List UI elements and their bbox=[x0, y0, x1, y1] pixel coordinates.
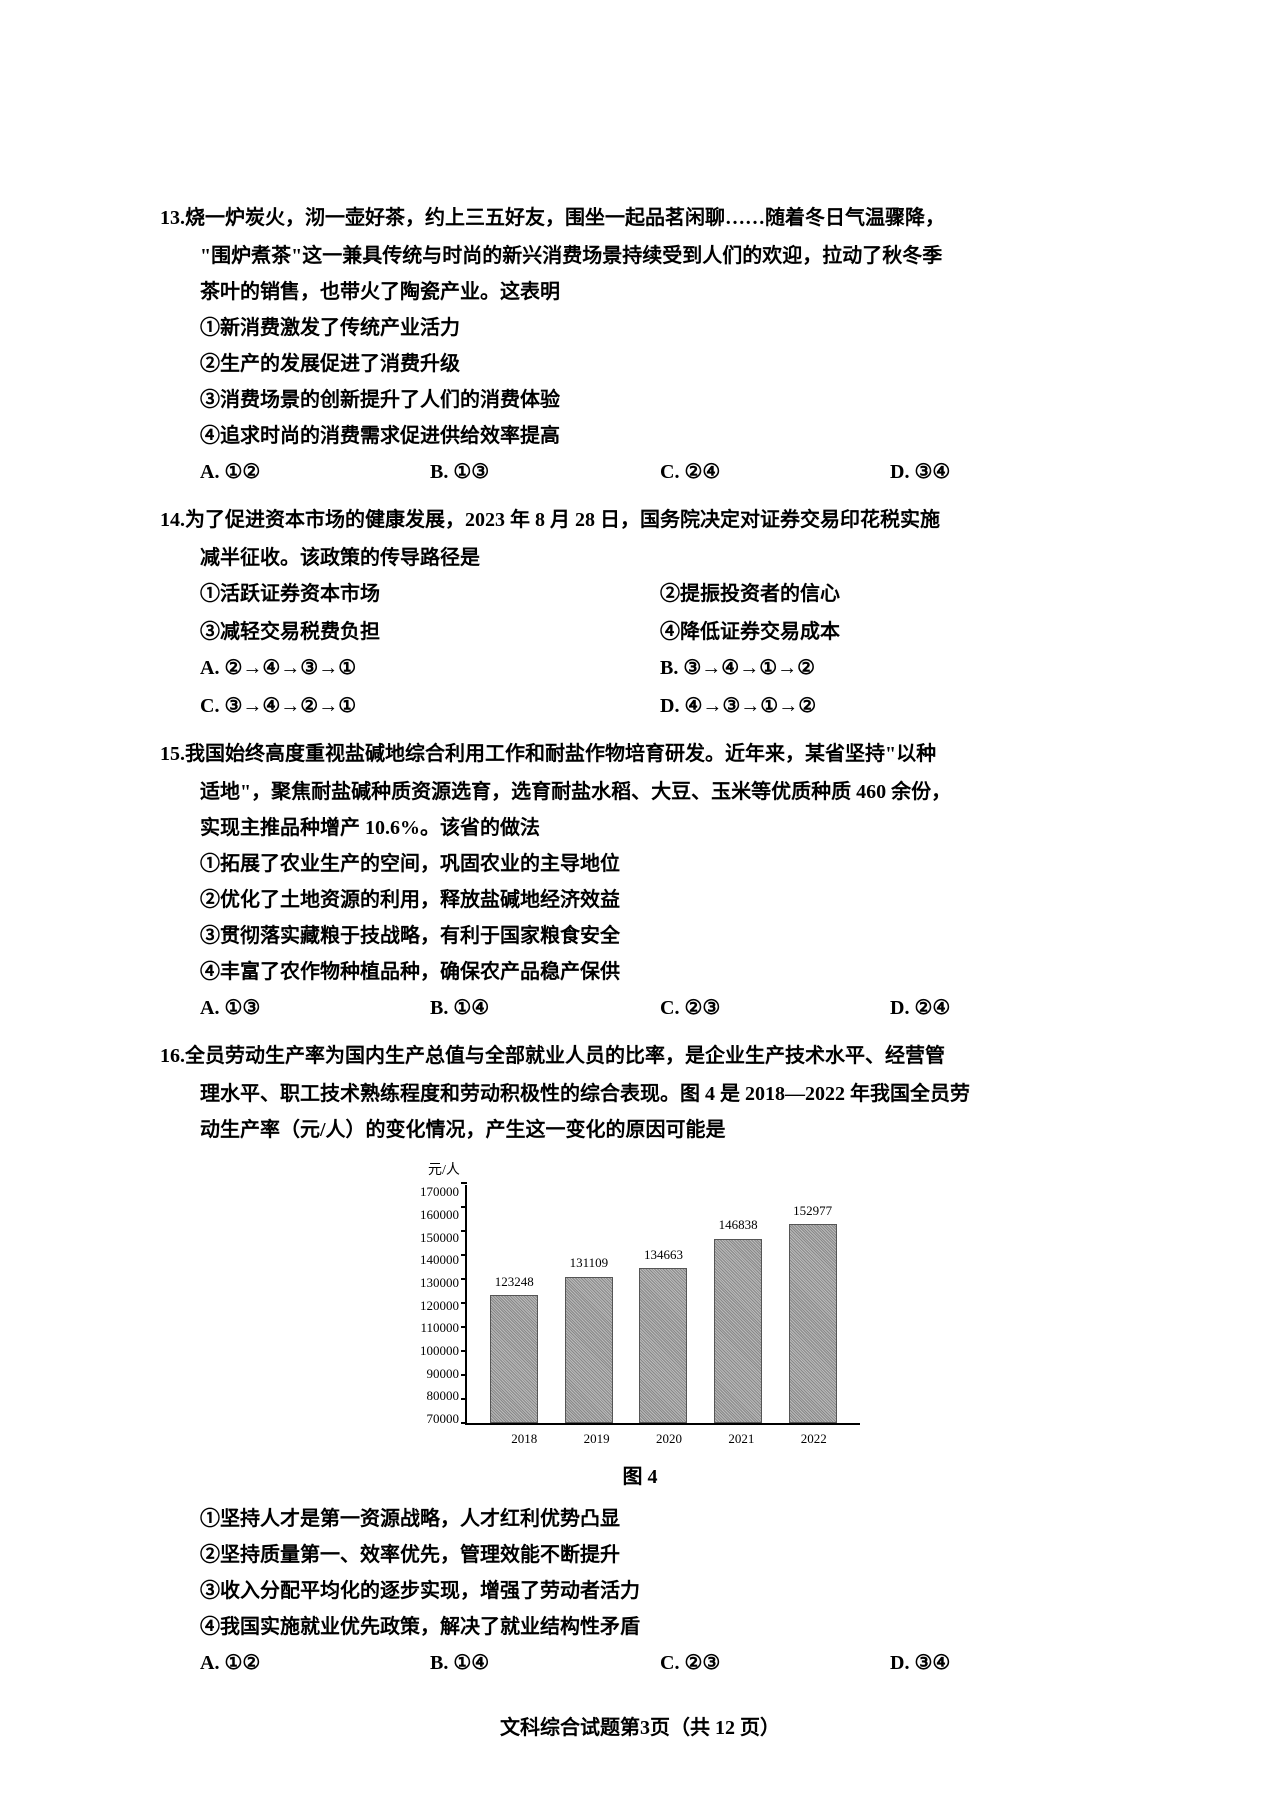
q15-stem-line2: 适地"，聚焦耐盐碱种质资源选育，选育耐盐水稻、大豆、玉米等优质种质 460 余份… bbox=[200, 774, 1120, 810]
q15-option-2: ②优化了土地资源的利用，释放盐碱地经济效益 bbox=[200, 882, 1120, 918]
chart-bar-value: 123248 bbox=[495, 1270, 534, 1293]
q16-option-2: ②坚持质量第一、效率优先，管理效能不断提升 bbox=[200, 1537, 1120, 1573]
chart-bar-group: 146838 bbox=[708, 1213, 768, 1423]
chart-bar-group: 152977 bbox=[783, 1199, 843, 1424]
q14-option-4: ④降低证券交易成本 bbox=[660, 614, 1120, 650]
q16-choice-d: D. ③④ bbox=[890, 1645, 1120, 1681]
q13-option-2: ②生产的发展促进了消费升级 bbox=[200, 346, 1120, 382]
chart-bar bbox=[565, 1277, 613, 1424]
q14-numbered-options: ①活跃证券资本市场 ②提振投资者的信心 ③减轻交易税费负担 ④降低证券交易成本 bbox=[200, 576, 1120, 650]
chart-plot-area: 170000 160000 150000 140000 130000 120000 1100… bbox=[420, 1185, 860, 1425]
q16-option-1: ①坚持人才是第一资源战略，人才红利优势凸显 bbox=[200, 1501, 1120, 1537]
chart-bar-group: 123248 bbox=[484, 1270, 544, 1423]
q13-stem-line3: 茶叶的销售，也带火了陶瓷产业。这表明 bbox=[200, 274, 1120, 310]
q15-choices: A. ①③ B. ①④ C. ②③ D. ②④ bbox=[200, 990, 1120, 1026]
chart-bar bbox=[490, 1295, 538, 1423]
chart-y-tick: 80000 bbox=[427, 1389, 460, 1402]
chart-x-label: 2021 bbox=[711, 1427, 771, 1450]
chart-y-tick: 170000 bbox=[420, 1185, 459, 1198]
q14-choices: A. ②→④→③→① B. ③→④→①→② C. ③→④→②→① D. ④→③→… bbox=[200, 650, 1120, 724]
chart-bar-value: 134663 bbox=[644, 1243, 683, 1266]
chart-x-label: 2022 bbox=[784, 1427, 844, 1450]
chart-y-tick: 150000 bbox=[420, 1231, 459, 1244]
q16-stem-line1: 16.全员劳动生产率为国内生产总值与全部就业人员的比率，是企业生产技术水平、经营… bbox=[160, 1038, 1120, 1074]
chart-bar bbox=[639, 1268, 687, 1423]
q14-option-2: ②提振投资者的信心 bbox=[660, 576, 1120, 612]
q15-choice-a: A. ①③ bbox=[200, 990, 430, 1026]
chart-y-axis: 170000 160000 150000 140000 130000 120000 1100… bbox=[420, 1185, 465, 1425]
q13-choice-d: D. ③④ bbox=[890, 454, 1120, 490]
q15-choice-d: D. ②④ bbox=[890, 990, 1120, 1026]
q16-bar-chart: 元/人 170000 160000 150000 140000 130000 120000… bbox=[420, 1158, 860, 1495]
question-13: 13.烧一炉炭火，沏一壶好茶，约上三五好友，围坐一起品茗闲聊……随着冬日气温骤降… bbox=[160, 200, 1120, 490]
q13-stem-line1: 13.烧一炉炭火，沏一壶好茶，约上三五好友，围坐一起品茗闲聊……随着冬日气温骤降… bbox=[160, 200, 1120, 236]
q16-choice-c: C. ②③ bbox=[660, 1645, 890, 1681]
chart-x-label: 2020 bbox=[639, 1427, 699, 1450]
q15-stem-line1: 15.我国始终高度重视盐碱地综合利用工作和耐盐作物培育研发。近年来，某省坚持"以… bbox=[160, 736, 1120, 772]
chart-y-tick: 130000 bbox=[420, 1276, 459, 1289]
chart-y-tick: 120000 bbox=[420, 1299, 459, 1312]
q13-option-1: ①新消费激发了传统产业活力 bbox=[200, 310, 1120, 346]
q14-option-1: ①活跃证券资本市场 bbox=[200, 576, 660, 612]
chart-y-tick: 90000 bbox=[427, 1367, 460, 1380]
chart-y-tick: 160000 bbox=[420, 1208, 459, 1221]
chart-y-axis-label: 元/人 bbox=[428, 1158, 860, 1183]
q13-choice-c: C. ②④ bbox=[660, 454, 890, 490]
q15-choice-c: C. ②③ bbox=[660, 990, 890, 1026]
q14-choice-c: C. ③→④→②→① bbox=[200, 688, 660, 724]
q14-stem-line2: 减半征收。该政策的传导路径是 bbox=[200, 540, 1120, 576]
q13-option-3: ③消费场景的创新提升了人们的消费体验 bbox=[200, 382, 1120, 418]
question-14: 14.为了促进资本市场的健康发展，2023 年 8 月 28 日，国务院决定对证… bbox=[160, 502, 1120, 724]
q16-option-4: ④我国实施就业优先政策，解决了就业结构性矛盾 bbox=[200, 1609, 1120, 1645]
page-footer: 文科综合试题第3页（共 12 页） bbox=[160, 1711, 1120, 1740]
q16-option-3: ③收入分配平均化的逐步实现，增强了劳动者活力 bbox=[200, 1573, 1120, 1609]
chart-bar-group: 131109 bbox=[559, 1251, 619, 1423]
q14-choice-d: D. ④→③→①→② bbox=[660, 688, 1120, 724]
q14-stem-line1: 14.为了促进资本市场的健康发展，2023 年 8 月 28 日，国务院决定对证… bbox=[160, 502, 1120, 538]
q15-stem-line3: 实现主推品种增产 10.6%。该省的做法 bbox=[200, 810, 1120, 846]
q14-choice-b: B. ③→④→①→② bbox=[660, 650, 1120, 686]
chart-bars-area: 123248 131109 134663 146838 152977 bbox=[465, 1185, 860, 1425]
q14-option-3: ③减轻交易税费负担 bbox=[200, 614, 660, 650]
chart-y-tick: 110000 bbox=[420, 1321, 459, 1334]
chart-y-tick: 100000 bbox=[420, 1344, 459, 1357]
q13-stem-line2: "围炉煮茶"这一兼具传统与时尚的新兴消费场景持续受到人们的欢迎，拉动了秋冬季 bbox=[200, 238, 1120, 274]
q14-choice-a: A. ②→④→③→① bbox=[200, 650, 660, 686]
chart-bar bbox=[789, 1224, 837, 1423]
q13-choice-b: B. ①③ bbox=[430, 454, 660, 490]
q15-option-1: ①拓展了农业生产的空间，巩固农业的主导地位 bbox=[200, 846, 1120, 882]
q16-choice-a: A. ①② bbox=[200, 1645, 430, 1681]
question-15: 15.我国始终高度重视盐碱地综合利用工作和耐盐作物培育研发。近年来，某省坚持"以… bbox=[160, 736, 1120, 1026]
q13-option-4: ④追求时尚的消费需求促进供给效率提高 bbox=[200, 418, 1120, 454]
chart-x-label: 2018 bbox=[494, 1427, 554, 1450]
chart-bar-group: 134663 bbox=[633, 1243, 693, 1424]
chart-bar-value: 152977 bbox=[793, 1199, 832, 1222]
chart-y-tick: 140000 bbox=[420, 1253, 459, 1266]
chart-bar bbox=[714, 1239, 762, 1423]
q13-choices: A. ①② B. ①③ C. ②④ D. ③④ bbox=[200, 454, 1120, 490]
chart-bar-value: 146838 bbox=[719, 1213, 758, 1236]
q16-choices: A. ①② B. ①④ C. ②③ D. ③④ bbox=[200, 1645, 1120, 1681]
q16-choice-b: B. ①④ bbox=[430, 1645, 660, 1681]
q13-choice-a: A. ①② bbox=[200, 454, 430, 490]
chart-title: 图 4 bbox=[420, 1459, 860, 1495]
chart-x-axis: 2018 2019 2020 2021 2022 bbox=[478, 1427, 860, 1450]
chart-bar-value: 131109 bbox=[570, 1251, 609, 1274]
q15-option-4: ④丰富了农作物种植品种，确保农产品稳产保供 bbox=[200, 954, 1120, 990]
question-16: 16.全员劳动生产率为国内生产总值与全部就业人员的比率，是企业生产技术水平、经营… bbox=[160, 1038, 1120, 1681]
q16-stem-line2: 理水平、职工技术熟练程度和劳动积极性的综合表现。图 4 是 2018—2022 … bbox=[200, 1076, 1120, 1112]
q15-option-3: ③贯彻落实藏粮于技战略，有利于国家粮食安全 bbox=[200, 918, 1120, 954]
chart-x-label: 2019 bbox=[567, 1427, 627, 1450]
chart-y-tick: 70000 bbox=[427, 1412, 460, 1425]
q16-stem-line3: 动生产率（元/人）的变化情况，产生这一变化的原因可能是 bbox=[200, 1112, 1120, 1148]
q15-choice-b: B. ①④ bbox=[430, 990, 660, 1026]
